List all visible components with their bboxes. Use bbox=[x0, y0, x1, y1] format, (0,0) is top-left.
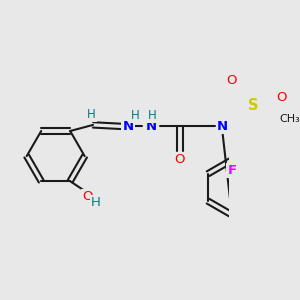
Text: H: H bbox=[87, 108, 96, 121]
Text: O: O bbox=[175, 154, 185, 166]
Text: H: H bbox=[91, 196, 101, 209]
Text: S: S bbox=[248, 98, 258, 112]
Text: O: O bbox=[226, 74, 237, 87]
Text: F: F bbox=[227, 164, 236, 177]
Text: O: O bbox=[276, 91, 286, 104]
Text: H: H bbox=[131, 109, 140, 122]
Text: O: O bbox=[82, 190, 93, 203]
Text: CH₃: CH₃ bbox=[279, 114, 300, 124]
Text: N: N bbox=[146, 120, 157, 133]
Text: N: N bbox=[217, 120, 228, 133]
Text: N: N bbox=[123, 120, 134, 133]
Text: H: H bbox=[147, 109, 156, 122]
